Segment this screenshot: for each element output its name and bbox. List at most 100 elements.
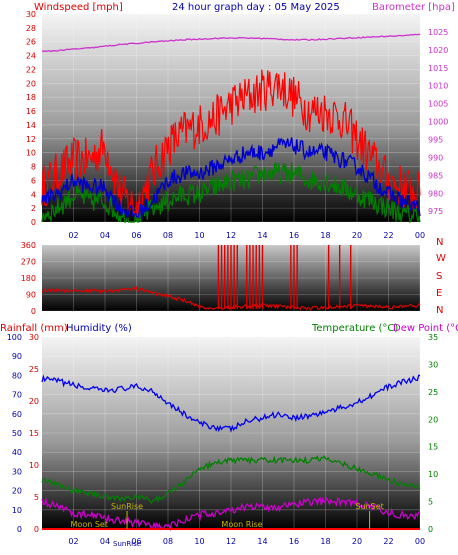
barometer-tick-label: 995 [428,136,443,145]
wind-tick-label: 14 [26,121,36,130]
wind-x-tick-label: 14 [257,231,267,240]
temperature-ticks: 0 5 10 15 20 25 30 35 [428,333,438,534]
temperature-x-ticks: 02 04 06 08 10 12 14 16 18 20 22 00 [68,537,425,546]
barometer-tick-label: 975 [428,207,443,216]
barometer-tick-label: 990 [428,153,443,162]
wind-x-tick-label: 08 [163,231,173,240]
wind-x-tick-label: 22 [383,231,393,240]
wind-tick-label: 22 [26,65,36,74]
annotation-label: Moon Set [71,520,108,529]
wind-tick-label: 2 [31,204,36,213]
wind-x-ticks: 02 04 06 08 10 12 14 16 18 20 22 00 [68,231,425,240]
direction-tick-label: 90 [26,291,36,300]
temperature-x-tick-label: 00 [415,537,425,546]
temperature-x-tick-label: 10 [194,537,204,546]
humidity-tick-label: 10 [12,506,22,515]
wind-x-tick-label: 00 [415,231,425,240]
annotation-label: SunRise [113,540,141,548]
rainfall-tick-label: 20 [29,397,39,406]
wind-tick-label: 26 [26,38,36,47]
sun-moon-annotations: SunRise SunSet Moon Set Moon Rise SunRise [71,502,384,548]
dewpoint-axis-title: Dew Point (°C [393,323,458,334]
annotation-label: SunRise [111,502,143,511]
wind-tick-label: 12 [26,135,36,144]
compass-label: N [436,237,443,248]
gust-series [41,69,421,223]
dewpoint-series [41,496,421,532]
wind-tick-label: 6 [31,176,36,185]
wind-x-tick-label: 10 [194,231,204,240]
graph-title: 24 hour graph day : 05 May 2025 [172,2,340,13]
barometer-series [42,33,421,53]
barometer-tick-label: 1015 [428,64,448,73]
wind-tick-label: 30 [26,10,36,19]
temperature-tick-label: 25 [428,388,438,397]
temperature-x-tick-label: 14 [257,537,267,546]
temperature-tick-label: 35 [428,333,438,342]
temperature-series [41,455,421,504]
temperature-tick-label: 30 [428,360,438,369]
temperature-x-tick-label: 04 [100,537,110,546]
direction-left-ticks: 0 90 180 270 360 [21,241,36,316]
temperature-x-tick-label: 08 [163,537,173,546]
temperature-tick-label: 10 [428,470,438,479]
compass-label: E [436,288,442,299]
barometer-axis-title: Barometer [hpa] [372,2,455,13]
humidity-tick-label: 40 [12,448,22,457]
direction-tick-label: 0 [31,307,36,316]
temperature-axis-title: Temperature (°C) [311,323,398,334]
wind-tick-label: 20 [26,79,36,88]
min-series [41,162,421,224]
direction-series [41,245,421,311]
humidity-series [41,374,421,433]
temperature-tick-label: 20 [428,415,438,424]
wind-tick-label: 10 [26,149,36,158]
average-series [41,137,421,220]
compass-label: S [436,271,442,282]
wind-tick-label: 4 [31,190,36,199]
annotation-label: Moon Rise [221,520,262,529]
rainfall-tick-label: 5 [34,493,39,502]
wind-x-tick-label: 02 [68,231,78,240]
wind-right-ticks: 975 980 985 990 995 1000 1005 1010 1015 1020 1025 [428,28,448,216]
wind-x-tick-label: 06 [131,231,141,240]
humidity-tick-label: 80 [12,371,22,380]
temperature-x-tick-label: 06 [131,537,141,546]
rainfall-tick-label: 10 [29,461,39,470]
humidity-tick-label: 100 [7,333,22,342]
windspeed-axis-title: Windspeed [mph] [34,2,123,13]
temperature-x-tick-label: 02 [68,537,78,546]
temperature-x-tick-label: 22 [383,537,393,546]
rainfall-tick-label: 0 [34,525,39,534]
barometer-tick-label: 1020 [428,46,448,55]
temperature-x-tick-label: 12 [226,537,236,546]
barometer-tick-label: 1005 [428,100,448,109]
wind-tick-label: 28 [26,24,36,33]
rainfall-tick-label: 25 [29,365,39,374]
rainfall-tick-label: 30 [29,333,39,342]
direction-tick-label: 360 [21,241,36,250]
humidity-ticks: 0 10 20 30 40 50 60 70 80 90 100 [7,333,22,534]
barometer-tick-label: 980 [428,189,443,198]
humidity-tick-label: 60 [12,410,22,419]
barometer-tick-label: 985 [428,171,443,180]
compass-label: N [436,305,443,316]
temperature-tick-label: 5 [428,498,433,507]
rainfall-tick-label: 15 [29,429,39,438]
humidity-tick-label: 0 [17,525,22,534]
wind-tick-label: 8 [31,163,36,172]
humidity-tick-label: 70 [12,391,22,400]
temperature-humidity-panel: SunRise SunSet Moon Set Moon Rise SunRise 0 1… [7,333,438,548]
humidity-tick-label: 20 [12,487,22,496]
annotation-label: SunSet [355,502,383,511]
barometer-tick-label: 1010 [428,82,448,91]
wind-series [41,33,421,224]
wind-tick-label: 24 [26,52,36,61]
humidity-tick-label: 50 [12,429,22,438]
rainfall-axis-title: Rainfall (mm) [0,323,68,334]
